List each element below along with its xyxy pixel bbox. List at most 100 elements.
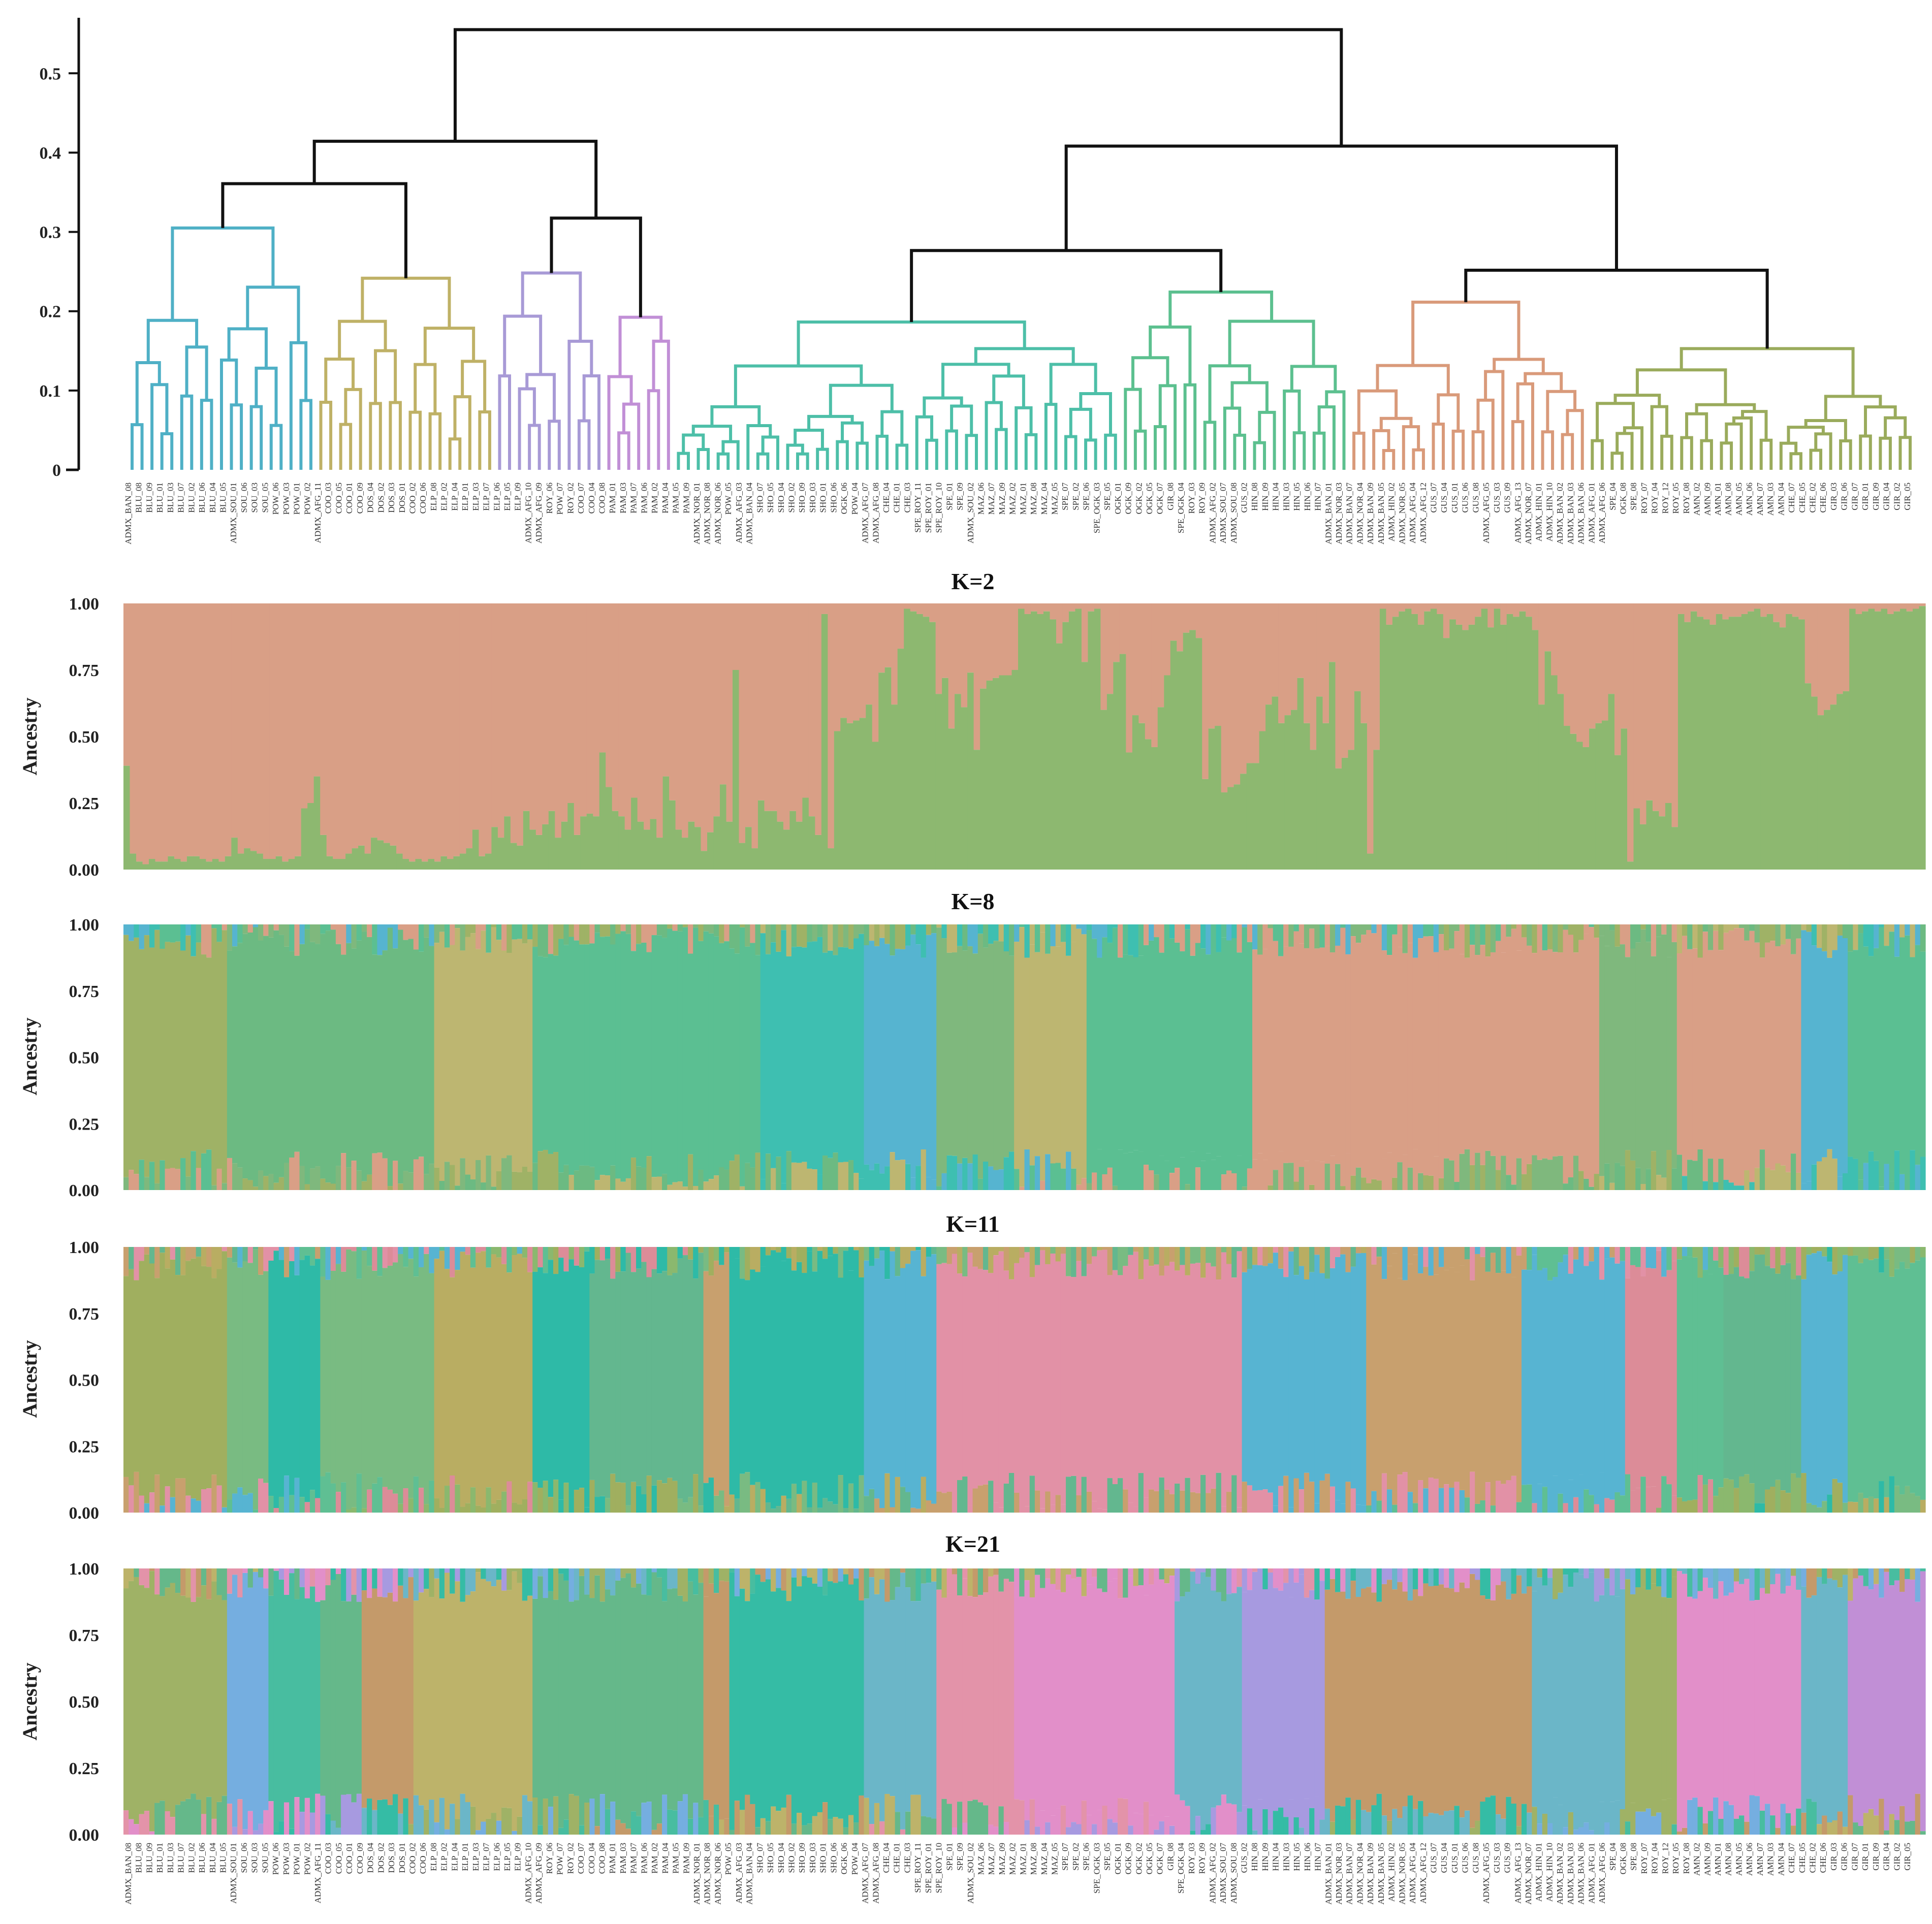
ancestry-bar-segment xyxy=(1169,1173,1175,1190)
ancestry-bar-segment xyxy=(620,1181,626,1190)
ancestry-bar-segment xyxy=(1444,1568,1449,1588)
ancestry-bar-segment xyxy=(196,1168,202,1190)
ancestry-bar-segment xyxy=(1029,1247,1035,1277)
sample-label: CHE_05 xyxy=(1797,1843,1807,1873)
ancestry-bar-segment xyxy=(713,936,719,1176)
ancestry-bar-segment xyxy=(201,1153,207,1190)
ancestry-bar-segment xyxy=(1381,1247,1387,1279)
ancestry-bar-segment xyxy=(579,1576,585,1825)
ancestry-bar-segment xyxy=(1842,1568,1848,1575)
ancestry-bar-segment xyxy=(1283,1817,1289,1835)
ancestry-bar-segment xyxy=(1798,603,1806,620)
ancestry-bar-segment xyxy=(667,1809,673,1835)
ancestry-bar-segment xyxy=(589,1799,595,1835)
ancestry-bar-segment xyxy=(142,603,149,864)
ancestry-bar-segment xyxy=(1470,1165,1475,1190)
ancestry-bar-segment xyxy=(481,1508,487,1513)
dendrogram-branch xyxy=(369,402,382,470)
ancestry-bar-segment xyxy=(510,843,517,870)
ancestry-bar-segment xyxy=(206,1599,212,1797)
ancestry-bar-segment xyxy=(1195,1167,1201,1190)
ancestry-bar-segment xyxy=(838,947,844,1163)
ancestry-bar-segment xyxy=(1423,1488,1429,1513)
sample-label: PAM_01 xyxy=(608,1843,617,1874)
sample-label: ADMX_AFG_12 xyxy=(1418,1843,1428,1904)
ancestry-bar-segment xyxy=(444,924,450,948)
ancestry-bar-segment xyxy=(1780,1247,1786,1265)
ancestry-bar-segment xyxy=(304,1568,310,1599)
ancestry-bar-segment xyxy=(1397,947,1403,1163)
ancestry-bar-segment xyxy=(1728,1592,1734,1805)
ancestry-bar-segment xyxy=(201,1568,207,1586)
ancestry-bar-segment xyxy=(247,1493,254,1513)
ancestry-bar-segment xyxy=(1154,1572,1160,1830)
ancestry-bar-segment xyxy=(196,1597,202,1800)
ancestry-bar-segment xyxy=(1242,1592,1248,1806)
sample-label: SOU_06 xyxy=(239,483,249,513)
ancestry-bar-segment xyxy=(895,1247,901,1276)
ancestry-bar-segment xyxy=(1407,1264,1413,1492)
ancestry-bar-segment xyxy=(900,949,906,1160)
ancestry-bar-segment xyxy=(636,1247,642,1269)
ancestry-bar-segment xyxy=(1361,1253,1367,1505)
dendrogram-branch xyxy=(1412,448,1425,470)
ancestry-bar-segment xyxy=(1640,1811,1646,1835)
ancestry-bar-segment xyxy=(1335,768,1342,870)
ancestry-bar-segment xyxy=(144,1254,150,1503)
ancestry-bar-segment xyxy=(797,1247,802,1262)
ancestry-bar-segment xyxy=(1485,956,1491,1151)
ancestry-bar-segment xyxy=(1640,1587,1646,1812)
dendrogram-branch xyxy=(389,401,402,470)
ancestry-bar-segment xyxy=(491,924,497,927)
ancestry-bar-segment xyxy=(1785,924,1791,939)
ancestry-bar-segment xyxy=(1682,1501,1688,1513)
ancestry-bar-segment xyxy=(532,1271,539,1483)
ancestry-bar-segment xyxy=(708,1583,714,1816)
ancestry-bar-segment xyxy=(957,1802,963,1835)
ancestry-bar-segment xyxy=(1092,924,1097,939)
ancestry-bar-segment xyxy=(1190,1572,1196,1831)
ancestry-bar-segment xyxy=(952,1504,958,1513)
ancestry-bar-segment xyxy=(1573,1497,1579,1513)
ancestry-bar-segment xyxy=(1547,949,1553,1160)
dendrogram-branch xyxy=(794,429,824,450)
ancestry-bar-segment xyxy=(1858,1568,1864,1576)
ancestry-bar-segment xyxy=(802,1481,808,1513)
ancestry-bar-segment xyxy=(455,1270,461,1485)
ancestry-bar-segment xyxy=(1418,1568,1423,1596)
dendrogram-branch xyxy=(200,399,213,470)
ancestry-bar-segment xyxy=(439,1181,445,1190)
sample-label: OGK_01 xyxy=(1113,1843,1123,1874)
ancestry-bar-segment xyxy=(1537,924,1543,949)
ancestry-bar-segment xyxy=(346,1249,352,1510)
ancestry-bar-segment xyxy=(403,1488,409,1513)
ancestry-bar-segment xyxy=(948,603,955,729)
ancestry-bar-segment xyxy=(1405,608,1412,870)
ancestry-bar-segment xyxy=(237,1267,243,1488)
ancestry-bar-segment xyxy=(180,603,187,862)
ancestry-bar-segment xyxy=(206,1247,212,1267)
ancestry-bar-segment xyxy=(1671,1247,1677,1261)
ancestry-bar-segment xyxy=(874,1803,880,1835)
ancestry-bar-segment xyxy=(972,953,978,1155)
ancestry-bar-segment xyxy=(1145,603,1152,740)
ancestry-bar-segment xyxy=(206,1149,212,1190)
dendrogram-branch xyxy=(1741,410,1768,440)
ancestry-bar-segment xyxy=(387,1247,393,1266)
ancestry-bar-segment xyxy=(1801,1279,1807,1473)
ancestry-bar-segment xyxy=(1060,1168,1066,1190)
ancestry-bar-segment xyxy=(1848,951,1853,1157)
ancestry-bar-segment xyxy=(1801,1586,1807,1813)
ancestry-bar-segment xyxy=(900,924,906,949)
ancestry-bar-segment xyxy=(136,603,143,862)
ancestry-bar-segment xyxy=(486,1581,492,1819)
ancestry-bar-segment xyxy=(211,1474,217,1513)
sample-label: ROY_02 xyxy=(565,483,575,514)
dendrogram-branch xyxy=(461,360,487,412)
ancestry-bar-segment xyxy=(1832,1568,1838,1580)
dendrogram-branch xyxy=(344,388,362,470)
ancestry-bar-segment xyxy=(1247,924,1253,942)
ancestry-bar-segment xyxy=(1024,614,1031,870)
ancestry-bar-segment xyxy=(1485,1150,1491,1190)
ancestry-bar-segment xyxy=(1092,1824,1097,1835)
